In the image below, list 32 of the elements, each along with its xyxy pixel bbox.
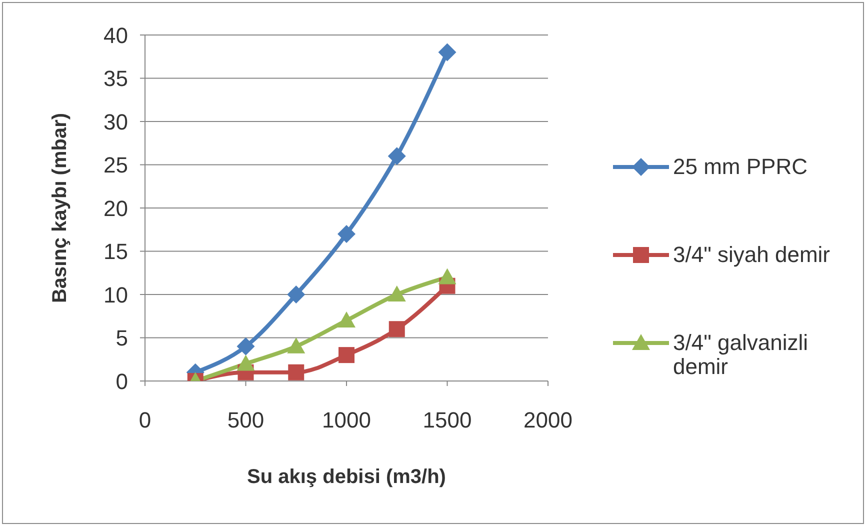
y-tick-label: 5 [116,326,128,351]
point [288,364,304,380]
point [388,286,406,302]
point [438,43,456,62]
x-axis-title: Su akış debisi (m3/h) [247,466,446,488]
x-tick-label: 0 [138,408,152,433]
point [236,354,255,371]
y-tick-label: 10 [104,282,128,308]
point [338,311,356,328]
point [287,337,306,354]
y-axis-title: Basınç kaybı (mbar) [49,112,71,304]
point [236,337,255,356]
y-tick-label: 25 [104,152,128,178]
point [338,224,356,243]
y-tick-label: 30 [104,109,128,134]
y-tick-label: 20 [104,196,128,221]
point [287,286,306,304]
legend-label: 3/4" galvanizli demir [673,330,809,379]
x-tick-label: 1500 [422,408,472,433]
point [438,268,456,284]
x-tick-label: 2000 [524,408,572,433]
legend-label: 25 mm PPRC [673,154,808,179]
x-tick-label: 1000 [322,408,371,433]
y-tick-label: 0 [116,368,128,394]
y-tick-label: 35 [104,66,128,92]
legend-label: 3/4" siyah demir [673,242,831,267]
y-tick-label: 15 [104,239,128,264]
point [338,347,354,364]
point [388,147,406,166]
x-tick-label: 500 [227,408,264,433]
y-tick-label: 40 [104,22,128,48]
point [388,321,405,338]
